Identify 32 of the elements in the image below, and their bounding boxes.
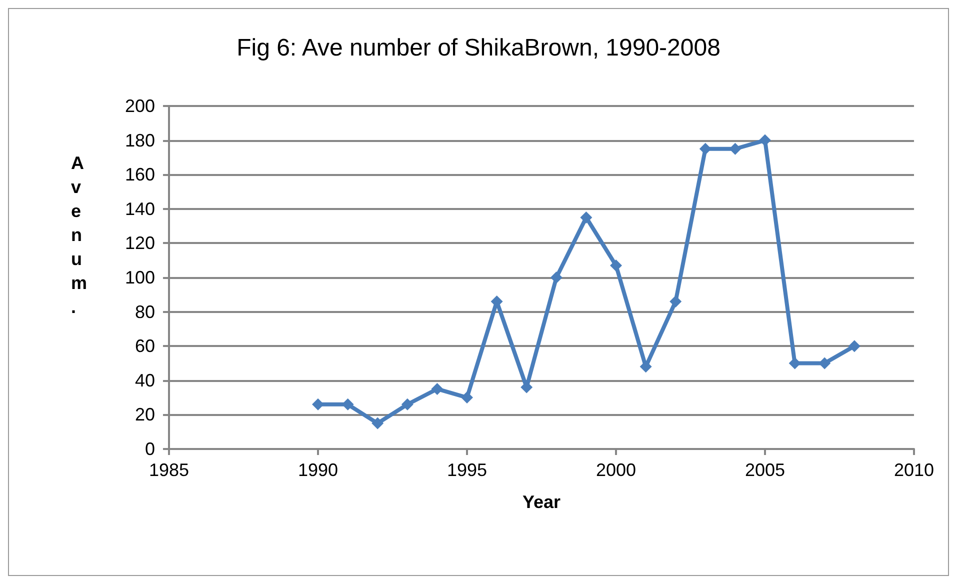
y-tick-label: 60 — [134, 336, 155, 356]
point — [610, 259, 622, 272]
y-tick-label: 80 — [134, 302, 155, 322]
point — [312, 398, 324, 410]
point — [461, 392, 473, 404]
x-tick-label: 2010 — [894, 460, 934, 480]
y-tick-label: 40 — [134, 370, 155, 390]
point — [699, 142, 712, 155]
x-tick-label: 1985 — [148, 460, 190, 480]
y-tick-label: 20 — [134, 404, 155, 425]
chart-title: Fig 6: Ave number of ShikaBrown, 1990-2008 — [236, 34, 720, 62]
point — [372, 417, 384, 430]
point — [401, 398, 414, 410]
point — [670, 296, 682, 308]
y-tick-label: 160 — [124, 164, 155, 185]
y-tick-label: 200 — [124, 96, 155, 116]
x-tick-label: 2005 — [744, 460, 786, 480]
y-tick-label: 100 — [124, 268, 155, 288]
y-tick-label: 140 — [124, 198, 155, 219]
y-tick-label: 180 — [124, 130, 155, 150]
y-tick-label: 120 — [124, 233, 155, 254]
point — [759, 134, 771, 146]
x-tick-label: 2000 — [596, 460, 636, 480]
y-axis-title: Ave num. — [71, 153, 88, 317]
x-axis-title: Year — [522, 492, 561, 512]
point — [580, 211, 592, 224]
point — [431, 382, 444, 395]
point — [550, 272, 562, 284]
x-tick-label: 1995 — [446, 460, 488, 480]
point — [848, 340, 860, 352]
x-tick-label: 1990 — [298, 460, 338, 480]
y-tick-label: 0 — [144, 439, 155, 459]
